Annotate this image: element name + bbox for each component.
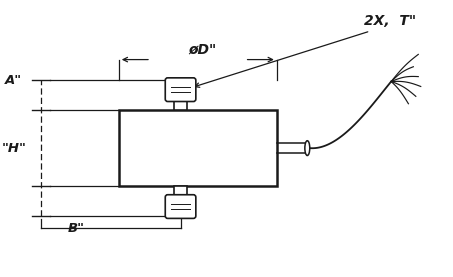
Bar xyxy=(119,110,277,186)
Text: B": B" xyxy=(68,222,85,235)
FancyBboxPatch shape xyxy=(165,195,196,218)
Text: øD": øD" xyxy=(188,43,217,57)
Text: "H": "H" xyxy=(1,142,26,155)
Text: 2X,  T": 2X, T" xyxy=(364,14,416,28)
Text: A": A" xyxy=(5,74,22,87)
Ellipse shape xyxy=(305,141,310,155)
Bar xyxy=(173,186,188,197)
FancyBboxPatch shape xyxy=(165,78,196,101)
Bar xyxy=(173,99,188,110)
